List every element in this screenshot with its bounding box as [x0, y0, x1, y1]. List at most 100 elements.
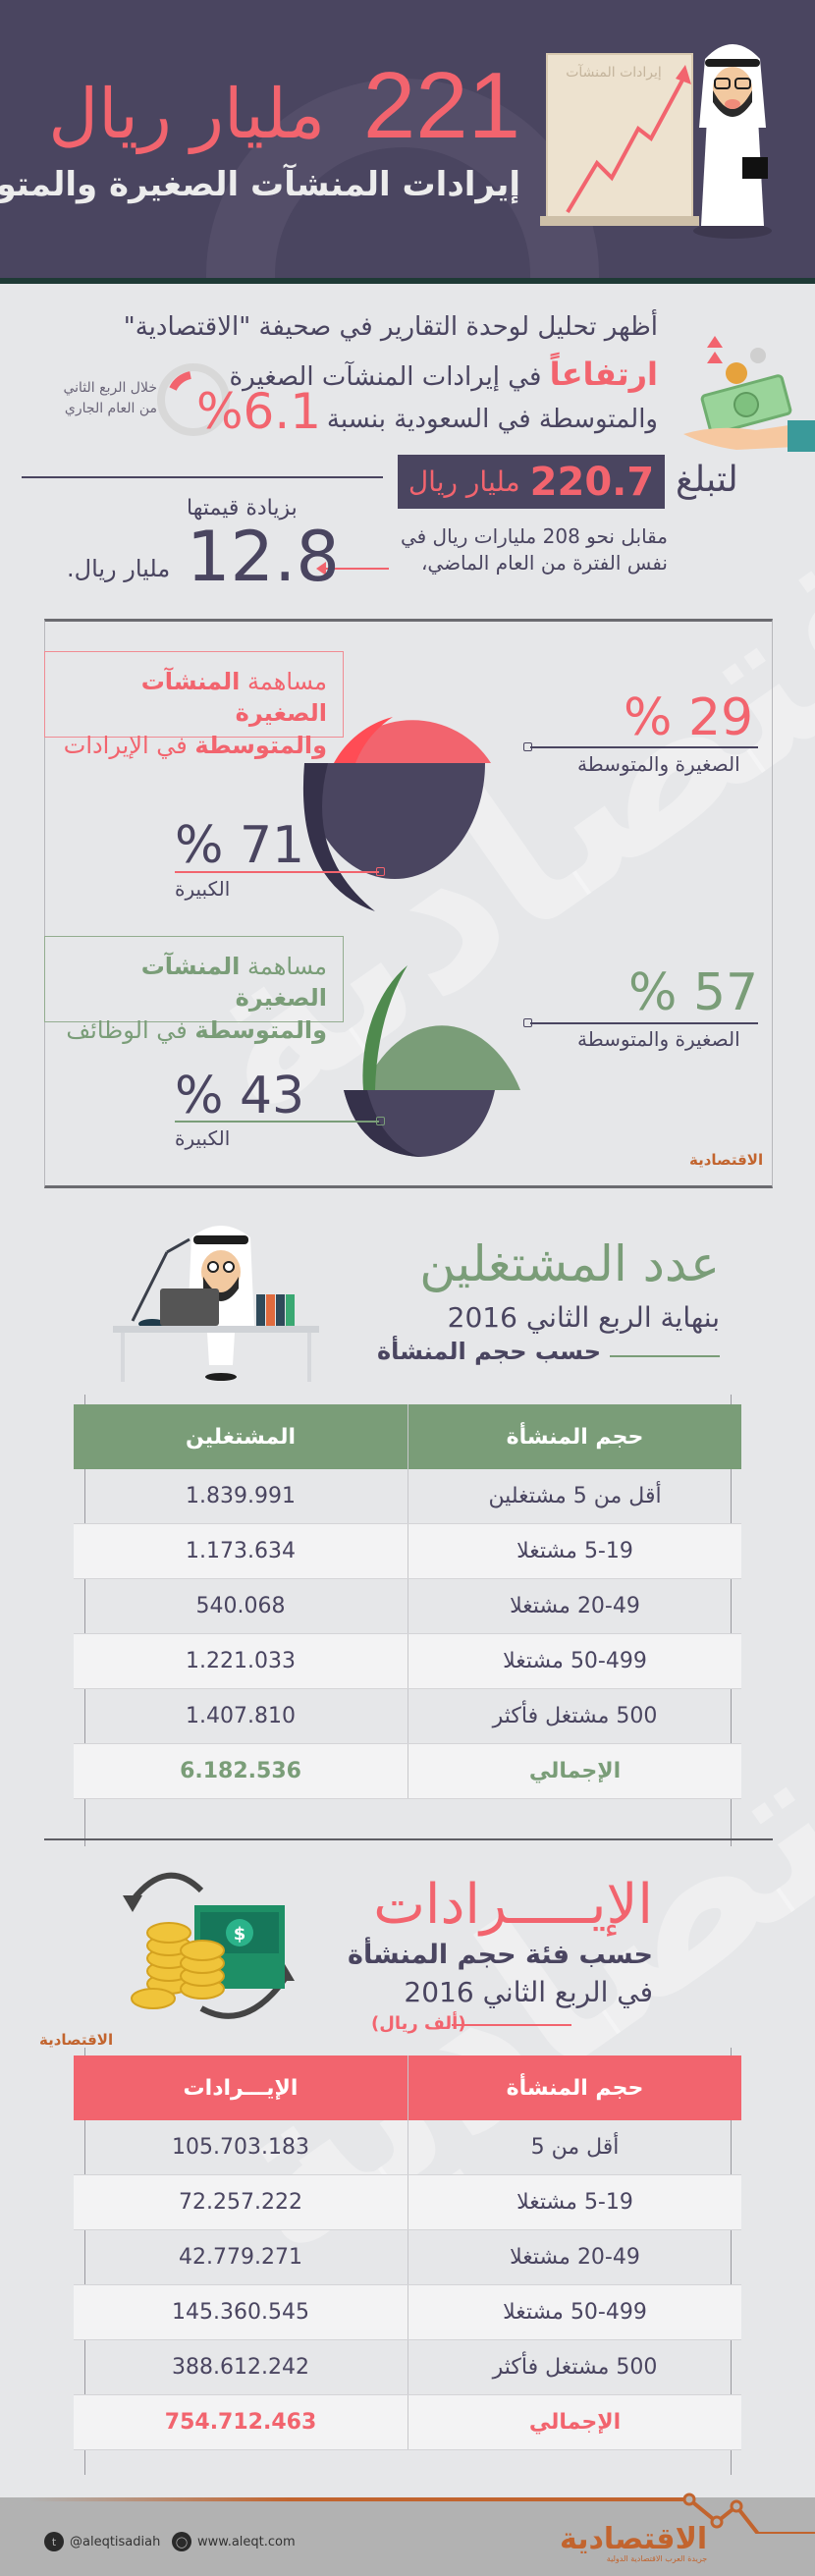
size-cell: 5-19 مشتغلا [408, 1524, 741, 1578]
label-plain: مساهمة [247, 668, 327, 695]
website-link[interactable]: ◯ www.aleqt.com [172, 2532, 296, 2551]
size-cell: 500 مشتغل فأكثر [408, 2340, 741, 2394]
trend-line-icon [678, 2493, 815, 2534]
size-cell: 50-499 مشتغلا [408, 1634, 741, 1688]
table-header: حجم المنشأة الإيـــرادات [74, 2055, 741, 2120]
size-cell: أقل من 5 مشتغلين [408, 1469, 741, 1523]
rise-emphasis: ارتفاعاً [549, 356, 658, 393]
leader-dot-icon [523, 1018, 532, 1027]
footer-accent-line [29, 2497, 678, 2501]
headline-number: 221 [362, 53, 520, 158]
comparison-text: مقابل نحو 208 مليارات ريال في نفس الفترة… [373, 523, 668, 576]
table-border [84, 2048, 85, 2475]
table-border [731, 2048, 732, 2475]
total-value: 6.182.536 [180, 1759, 301, 1783]
arrow-left-icon [322, 568, 389, 570]
table-row: 50-499 مشتغلا 145.360.545 [74, 2285, 741, 2340]
table-total-row: الإجمالي 6.182.536 [74, 1744, 741, 1799]
twitter-icon: t [44, 2532, 64, 2551]
growth-ring [157, 363, 230, 436]
revenue-pie-chart [302, 717, 491, 911]
employees-subtitle-2: حسب حجم المنشأة [377, 1338, 601, 1365]
twitter-link[interactable]: t @aleqtisadiah [44, 2532, 160, 2551]
revenue-share-label: مساهمة المنشآت الصغيرة والمتوسطة في الإي… [44, 651, 344, 759]
size-cell: 20-49 مشتغلا [408, 1579, 741, 1633]
revenue-total-box: 220.7 مليار ريال [398, 455, 665, 509]
intro-line-2: ارتفاعاً في إيرادات المنشآت الصغيرة [230, 356, 658, 393]
revenue-total-value: 220.7 [529, 459, 655, 505]
intro-line-3: والمتوسطة في السعودية بنسبة [326, 405, 658, 434]
revenue-subtitle-1: حسب فئة حجم المنشأة [348, 1940, 653, 1970]
title-rule [610, 1355, 720, 1357]
footer-brand-logo: الاقتصادية جريدة العرب الاقتصادية الدولي… [560, 2522, 708, 2564]
size-cell: 500 مشتغل فأكثر [408, 1689, 741, 1743]
table-row: 5-19 مشتغلا 1.173.634 [74, 1524, 741, 1579]
leader-dot-icon [376, 867, 385, 876]
leader-line [175, 871, 379, 873]
revenue-sme-percent: % 29 [624, 688, 754, 747]
table-row: 20-49 مشتغلا 540.068 [74, 1579, 741, 1634]
presentation-board [546, 53, 693, 220]
column-header-size: حجم المنشأة [408, 1404, 741, 1469]
total-label: الإجمالي [408, 2395, 741, 2449]
board-base [540, 216, 699, 226]
table-row: 20-49 مشتغلا 42.779.271 [74, 2230, 741, 2285]
table-border [84, 1395, 85, 1846]
label-bold: والمتوسطة [194, 731, 327, 759]
growth-arrow-icon [566, 65, 691, 214]
value-cell: 1.221.033 [186, 1649, 296, 1673]
table-header: حجم المنشأة المشتغلين [74, 1404, 741, 1469]
table-row: 5-19 مشتغلا 72.257.222 [74, 2175, 741, 2230]
table-border [731, 1395, 732, 1846]
value-cell: 1.839.991 [186, 1484, 296, 1508]
period-note: خلال الربع الثاني من العام الجاري [39, 378, 157, 419]
jobs-pie-chart [344, 965, 520, 1157]
size-cell: 5-19 مشتغلا [408, 2175, 741, 2229]
label-plain: في الإيرادات [63, 731, 188, 759]
jobs-share-label: مساهمة المنشآت الصغيرة والمتوسطة في الوظ… [44, 936, 344, 1044]
brand-name: الاقتصادية [560, 2522, 708, 2556]
leader-dot-icon [523, 742, 532, 751]
svg-text:$: $ [234, 1924, 246, 1945]
column-header-revenue: الإيـــرادات [183, 2075, 299, 2101]
value-cell: 72.257.222 [179, 2190, 302, 2215]
brand-tagline: جريدة العرب الاقتصادية الدولية [606, 2554, 708, 2563]
jobs-sme-label: الصغيرة والمتوسطة [577, 1027, 740, 1051]
revenue-sme-label: الصغيرة والمتوسطة [577, 752, 740, 776]
growth-percent: %6.1 [196, 383, 322, 440]
arrow-head-icon [316, 562, 326, 575]
money-cycle-icon: $ [123, 1872, 295, 2019]
board-caption: إيرادات المنشآت [566, 65, 662, 81]
label-plain: مساهمة [247, 953, 327, 980]
revenue-large-percent: % 71 [175, 816, 305, 875]
leader-line [175, 1121, 379, 1123]
header-divider [0, 278, 815, 284]
jobs-large-percent: % 43 [175, 1067, 305, 1125]
employees-subtitle: بنهاية الربع الثاني 2016 [447, 1301, 720, 1334]
label-bold: المنشآت الصغيرة [140, 668, 327, 728]
value-cell: 540.068 [195, 1594, 286, 1618]
revenue-subtitle-2: في الربع الثاني 2016 [404, 1976, 653, 2008]
period-note-line-1: خلال الربع الثاني [63, 380, 157, 396]
revenue-total-unit: مليار ريال [408, 466, 520, 498]
table-row: أقل من 5 مشتغلين 1.839.991 [74, 1469, 741, 1524]
divider-rule [22, 476, 383, 478]
total-value: 754.712.463 [164, 2410, 317, 2435]
intro-line-2-rest: في إيرادات المنشآت الصغيرة [229, 362, 542, 392]
label-bold: المنشآت الصغيرة [140, 953, 327, 1013]
table-row: 500 مشتغل فأكثر 388.612.242 [74, 2340, 741, 2395]
size-cell: 50-499 مشتغلا [408, 2285, 741, 2339]
revenue-large-label: الكبيرة [175, 877, 231, 901]
twitter-handle: @aleqtisadiah [70, 2534, 161, 2549]
employees-table: حجم المنشأة المشتغلين أقل من 5 مشتغلين 1… [74, 1404, 741, 1799]
pie-charts-panel [44, 619, 773, 1188]
size-cell: 20-49 مشتغلا [408, 2230, 741, 2284]
comparison-line-2: نفس الفترة من العام الماضي، [420, 551, 668, 575]
office-worker-icon [113, 1226, 319, 1382]
table-total-row: الإجمالي 754.712.463 [74, 2395, 741, 2450]
comparison-line-1: مقابل نحو 208 مليارات ريال في [400, 524, 668, 548]
headline-unit: مليار ريال [48, 76, 326, 152]
increase-unit: مليار ريال. [67, 555, 171, 582]
headline-subtitle: إيرادات المنشآت الصغيرة والمتوسطة [0, 165, 520, 204]
table-row: أقل من 5 105.703.183 [74, 2120, 741, 2175]
